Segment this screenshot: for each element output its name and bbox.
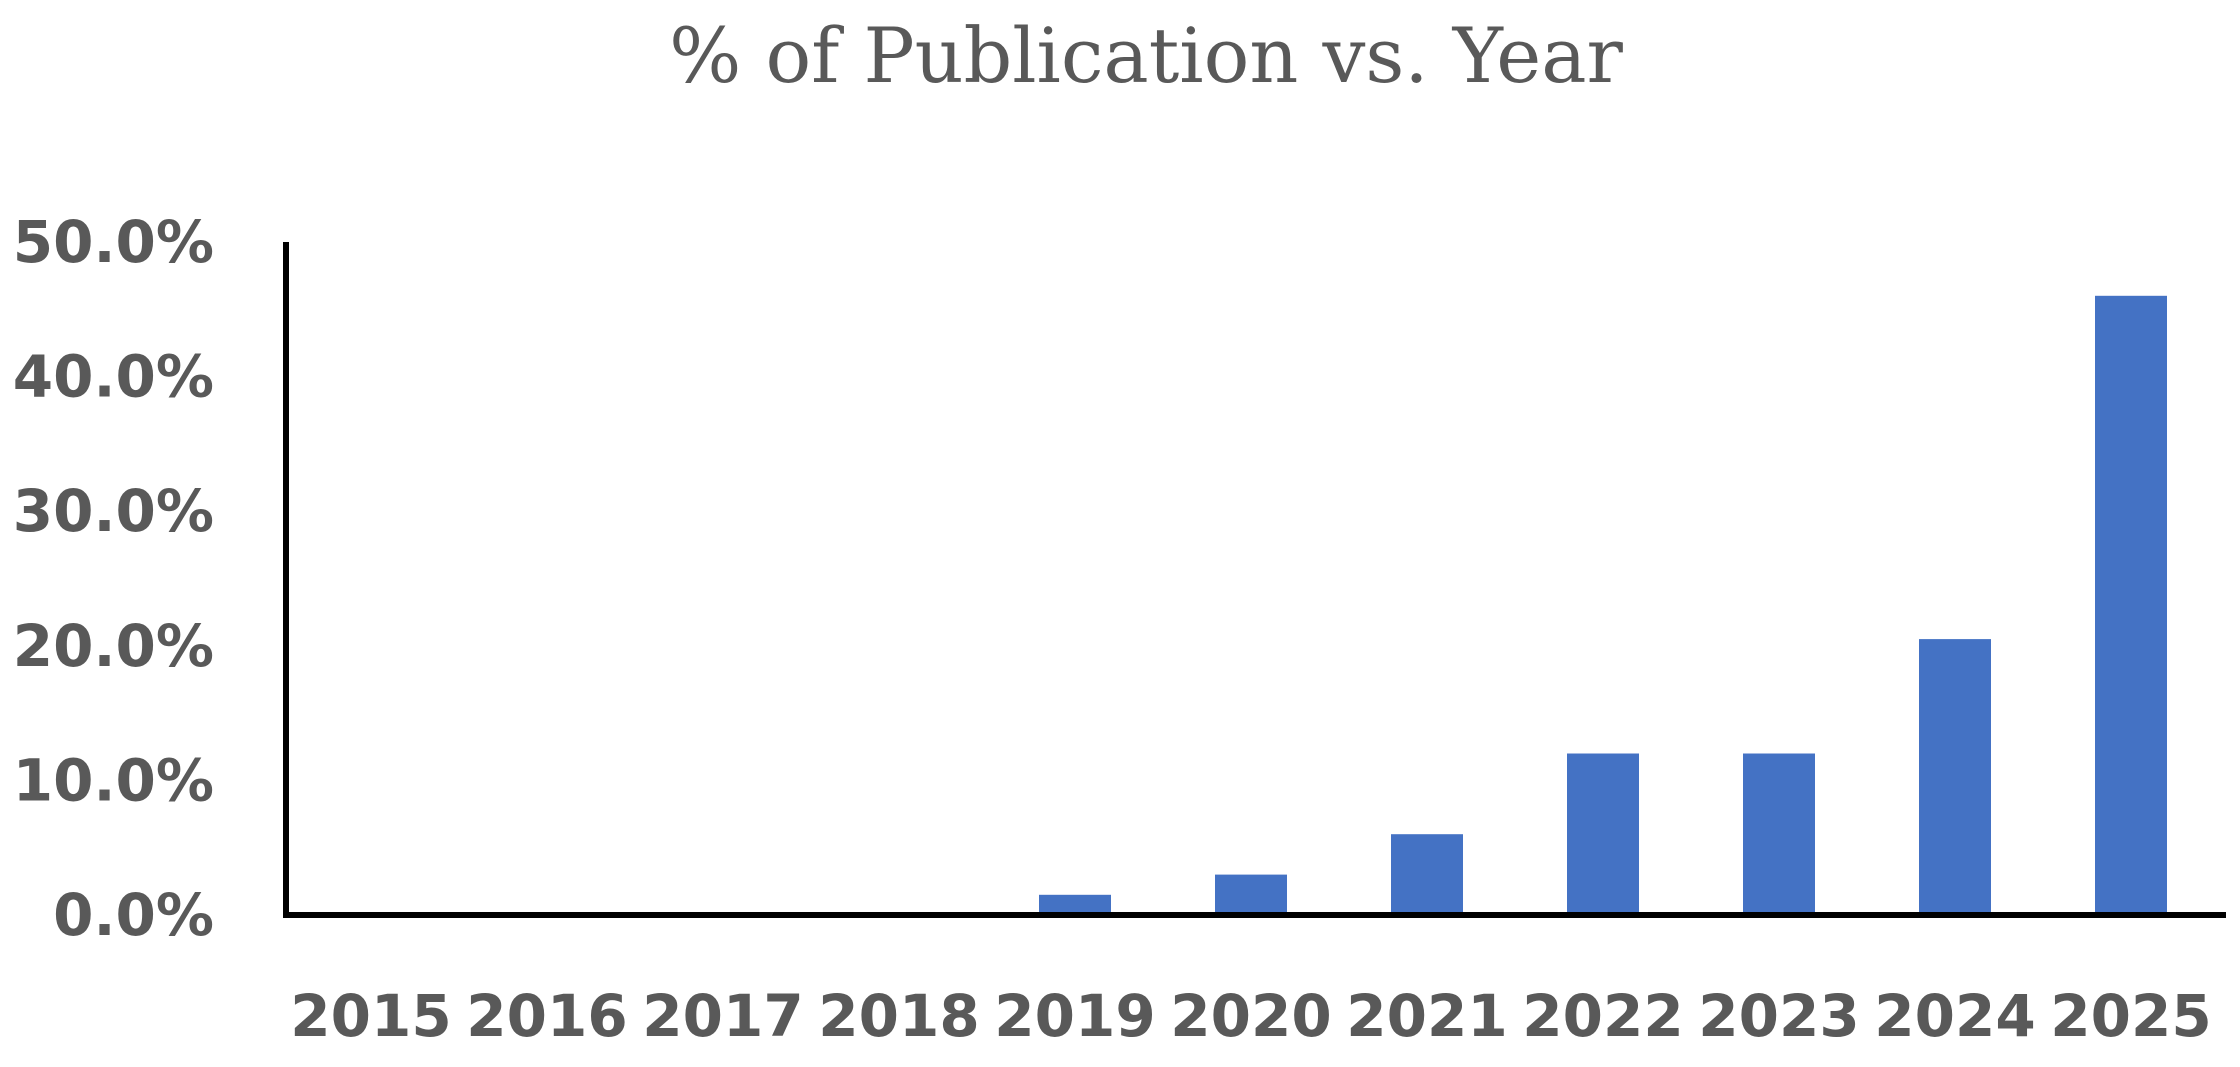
y-tick-label: 20.0% xyxy=(13,612,214,680)
y-tick-label: 10.0% xyxy=(13,746,214,814)
y-tick-label: 40.0% xyxy=(13,343,214,411)
x-tick-label: 2021 xyxy=(1346,982,1507,1050)
x-tick-label: 2024 xyxy=(1874,982,2035,1050)
bar-2023 xyxy=(1743,753,1815,915)
x-tick-label: 2016 xyxy=(466,982,627,1050)
x-tick-label: 2019 xyxy=(994,982,1155,1050)
x-tick-label: 2022 xyxy=(1522,982,1683,1050)
bar-2021 xyxy=(1391,834,1463,915)
x-axis-ticks: 2015 2016 2017 2018 2019 2020 2021 2022 2023 2024… xyxy=(290,982,2211,1050)
y-tick-label: 30.0% xyxy=(13,477,214,545)
chart-title: % of Publication vs. Year xyxy=(669,11,1623,100)
x-tick-label: 2015 xyxy=(290,982,451,1050)
bar-2025 xyxy=(2095,295,2167,915)
x-tick-label: 2023 xyxy=(1698,982,1859,1050)
bars-layer xyxy=(1039,295,2167,915)
y-tick-label: 0.0% xyxy=(53,881,214,949)
y-tick-label: 50.0% xyxy=(13,208,214,276)
x-tick-label: 2020 xyxy=(1170,982,1331,1050)
bar-2020 xyxy=(1215,874,1287,915)
bar-2019 xyxy=(1039,894,1111,915)
x-tick-label: 2017 xyxy=(642,982,803,1050)
bar-2022 xyxy=(1567,753,1639,915)
x-tick-label: 2025 xyxy=(2050,982,2211,1050)
x-tick-label: 2018 xyxy=(818,982,979,1050)
y-axis-ticks: 0.0% 10.0% 20.0% 30.0% 40.0% 50.0% xyxy=(13,208,214,949)
bar-2024 xyxy=(1919,639,1991,915)
